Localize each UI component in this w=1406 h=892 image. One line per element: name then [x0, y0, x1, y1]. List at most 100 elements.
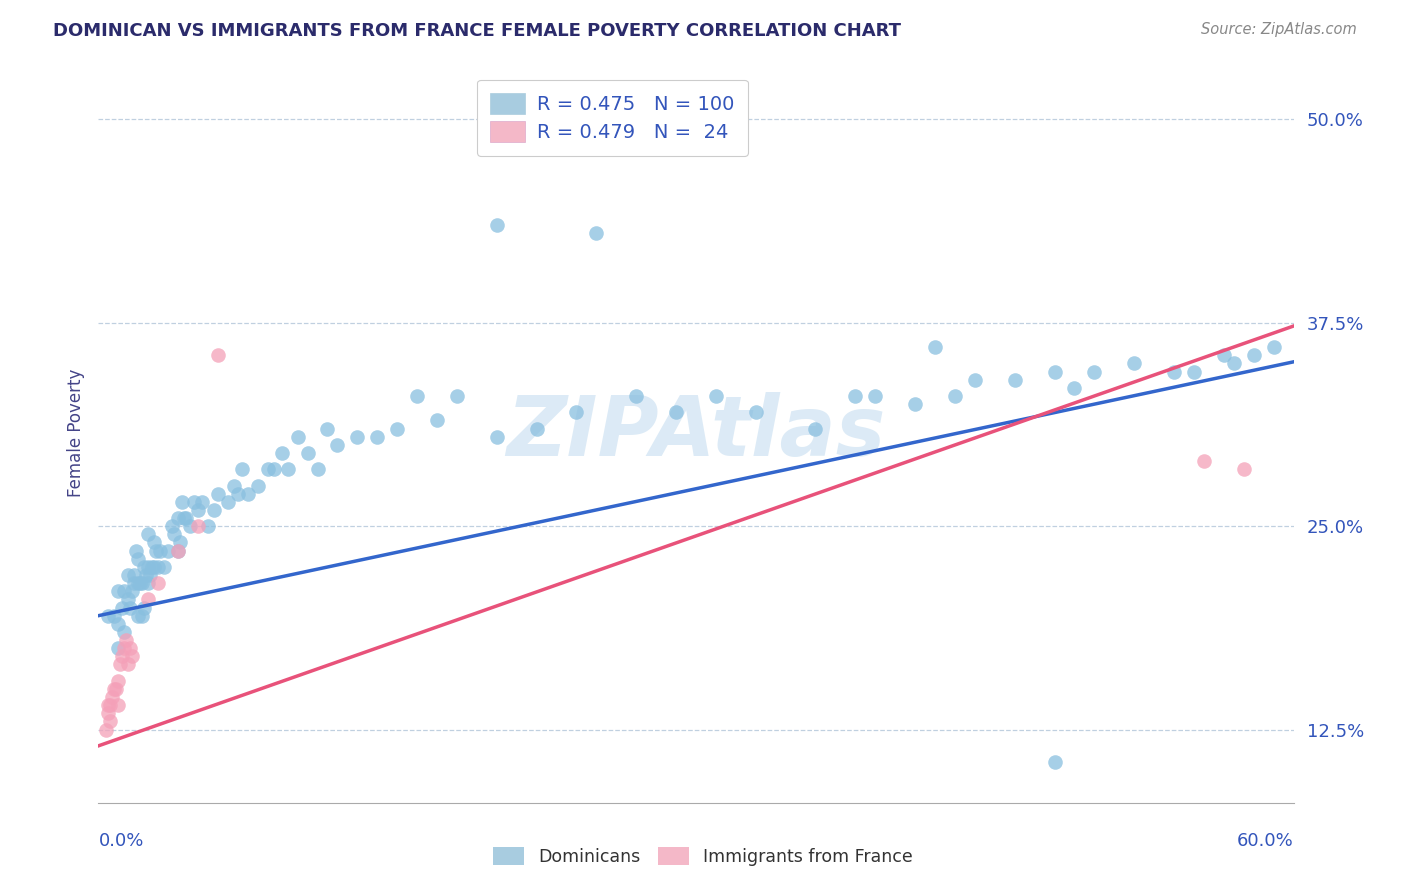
Text: Source: ZipAtlas.com: Source: ZipAtlas.com — [1201, 22, 1357, 37]
Point — [1163, 365, 1185, 379]
Point — [134, 559, 156, 574]
Point — [207, 486, 229, 500]
Point — [197, 519, 219, 533]
Point — [202, 503, 225, 517]
Point — [136, 527, 159, 541]
Point — [1212, 348, 1234, 362]
Point — [1123, 356, 1146, 370]
Point — [963, 373, 986, 387]
Point — [385, 421, 409, 435]
Point — [107, 698, 129, 713]
Point — [183, 495, 205, 509]
Point — [246, 478, 269, 492]
Point — [865, 389, 887, 403]
Point — [107, 641, 129, 656]
Point — [105, 681, 128, 696]
Point — [107, 584, 129, 599]
Point — [1263, 340, 1285, 354]
Text: 60.0%: 60.0% — [1237, 832, 1294, 850]
Point — [120, 641, 142, 656]
Point — [148, 559, 170, 574]
Point — [1043, 365, 1066, 379]
Point — [263, 462, 285, 476]
Point — [565, 405, 588, 419]
Point — [704, 389, 727, 403]
Point — [98, 714, 122, 729]
Point — [485, 430, 508, 444]
Point — [217, 495, 239, 509]
Point — [1063, 381, 1085, 395]
Point — [1233, 462, 1256, 476]
Point — [187, 519, 209, 533]
Point — [585, 227, 607, 241]
Point — [124, 568, 146, 582]
Point — [134, 600, 156, 615]
Point — [129, 576, 152, 591]
Point — [226, 486, 249, 500]
Point — [626, 389, 648, 403]
Point — [111, 600, 134, 615]
Point — [1223, 356, 1246, 370]
Point — [316, 421, 339, 435]
Point — [124, 576, 146, 591]
Point — [1192, 454, 1215, 468]
Point — [924, 340, 946, 354]
Point — [112, 624, 135, 639]
Point — [287, 430, 309, 444]
Point — [149, 543, 172, 558]
Point — [160, 519, 183, 533]
Point — [112, 584, 135, 599]
Point — [141, 559, 163, 574]
Point — [111, 649, 134, 664]
Point — [127, 608, 149, 623]
Point — [485, 218, 508, 232]
Point — [526, 421, 548, 435]
Point — [307, 462, 329, 476]
Point — [191, 495, 214, 509]
Point — [136, 592, 159, 607]
Point — [207, 348, 229, 362]
Point — [1083, 365, 1105, 379]
Point — [145, 543, 167, 558]
Point — [110, 657, 132, 672]
Point — [117, 592, 139, 607]
Point — [804, 421, 827, 435]
Point — [943, 389, 966, 403]
Point — [1043, 755, 1066, 769]
Point — [174, 511, 197, 525]
Point — [904, 397, 927, 411]
Point — [117, 568, 139, 582]
Point — [139, 568, 162, 582]
Point — [172, 495, 194, 509]
Point — [426, 413, 449, 427]
Point — [131, 608, 153, 623]
Point — [97, 608, 120, 623]
Point — [179, 519, 201, 533]
Point — [115, 633, 138, 648]
Point — [1182, 365, 1205, 379]
Point — [103, 681, 125, 696]
Point — [167, 543, 190, 558]
Point — [844, 389, 866, 403]
Point — [107, 673, 129, 688]
Point — [222, 478, 245, 492]
Point — [143, 535, 166, 549]
Point — [167, 511, 190, 525]
Point — [101, 690, 124, 704]
Point — [277, 462, 299, 476]
Point — [167, 543, 190, 558]
Legend: Dominicans, Immigrants from France: Dominicans, Immigrants from France — [486, 840, 920, 872]
Point — [346, 430, 368, 444]
Point — [1243, 348, 1265, 362]
Point — [173, 511, 195, 525]
Point — [366, 430, 388, 444]
Point — [107, 616, 129, 631]
Point — [121, 649, 143, 664]
Point — [169, 535, 191, 549]
Point — [136, 559, 159, 574]
Text: 0.0%: 0.0% — [98, 832, 143, 850]
Y-axis label: Female Poverty: Female Poverty — [66, 368, 84, 497]
Point — [148, 576, 170, 591]
Point — [270, 446, 292, 460]
Point — [143, 559, 166, 574]
